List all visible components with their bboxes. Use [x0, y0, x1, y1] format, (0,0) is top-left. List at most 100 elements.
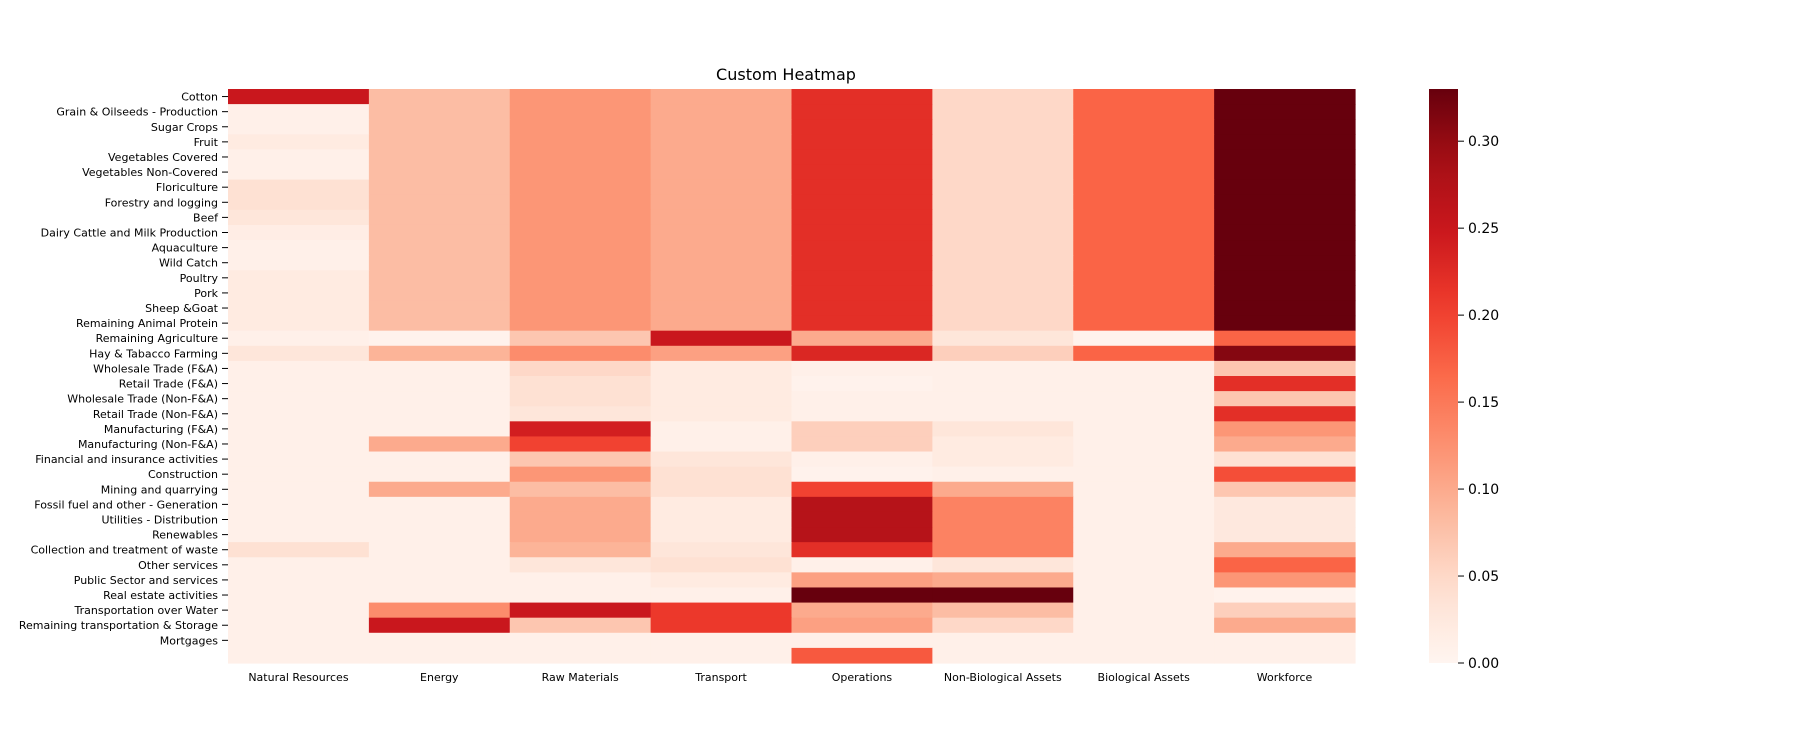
- heatmap-cell: [1214, 647, 1356, 664]
- heatmap-cell: [228, 466, 370, 483]
- heatmap-cell: [932, 542, 1074, 558]
- heatmap-cell: [1214, 224, 1356, 241]
- row-label: Construction: [148, 468, 218, 481]
- heatmap-cell: [791, 300, 933, 317]
- colorbar-tick-label: 0.20: [1468, 308, 1499, 324]
- row-label: Public Sector and services: [74, 574, 219, 587]
- heatmap-cell: [509, 587, 652, 604]
- heatmap-cell: [228, 255, 370, 271]
- heatmap-cell: [228, 300, 370, 317]
- heatmap-cell: [228, 632, 370, 649]
- heatmap-cell: [932, 391, 1074, 407]
- heatmap-cell: [1073, 209, 1215, 226]
- heatmap-cell: [650, 511, 793, 528]
- heatmap-cell: [1073, 360, 1215, 377]
- heatmap-cell: [932, 119, 1074, 135]
- heatmap-cell: [1214, 466, 1356, 483]
- row-label: Retail Trade (F&A): [119, 378, 218, 391]
- heatmap-cell: [368, 632, 511, 649]
- heatmap-cell: [368, 451, 511, 468]
- heatmap-cell: [791, 134, 933, 151]
- heatmap-cell: [932, 436, 1074, 453]
- heatmap-cell: [1073, 315, 1215, 332]
- heatmap-cell: [1073, 134, 1215, 151]
- heatmap-cell: [228, 134, 370, 151]
- heatmap-cell: [1214, 376, 1356, 392]
- heatmap-cell: [791, 481, 933, 498]
- heatmap-cell: [1214, 587, 1356, 604]
- heatmap-cell: [368, 617, 511, 634]
- heatmap-cell: [228, 149, 370, 166]
- row-label: Aquaculture: [152, 242, 219, 255]
- colorbar-tick-label: 0.15: [1468, 395, 1499, 411]
- heatmap-cell: [368, 421, 511, 438]
- heatmap-cell: [650, 194, 793, 211]
- row-label: Mining and quarrying: [101, 483, 218, 496]
- heatmap-cell: [1073, 345, 1215, 362]
- heatmap-cell: [1214, 406, 1356, 422]
- heatmap-cell: [932, 360, 1074, 377]
- heatmap-cell: [932, 602, 1074, 619]
- heatmap-cell: [1214, 451, 1356, 468]
- row-label: Forestry and logging: [105, 196, 218, 209]
- heatmap-cell: [509, 89, 652, 105]
- heatmap-cell: [791, 647, 933, 664]
- heatmap-cell: [650, 376, 793, 392]
- heatmap-cell: [228, 557, 370, 573]
- heatmap-cell: [509, 557, 652, 573]
- heatmap-cell: [228, 89, 370, 105]
- row-label: Wild Catch: [159, 257, 218, 270]
- heatmap-cell: [1073, 194, 1215, 211]
- heatmap-cell: [509, 179, 652, 196]
- column-label: Raw Materials: [542, 671, 619, 684]
- heatmap-cell: [368, 270, 511, 286]
- heatmap-cell: [932, 149, 1074, 166]
- heatmap-cell: [650, 270, 793, 286]
- heatmap-cell: [228, 436, 370, 453]
- heatmap-cell: [228, 330, 370, 347]
- heatmap-cell: [228, 481, 370, 498]
- heatmap-cell: [368, 315, 511, 332]
- row-label: Renewables: [152, 529, 218, 542]
- heatmap-cell: [650, 466, 793, 483]
- heatmap-cell: [1073, 149, 1215, 166]
- heatmap-cell: [1214, 89, 1356, 105]
- heatmap-cell: [650, 436, 793, 453]
- heatmap-cell: [650, 240, 793, 256]
- heatmap-cell: [228, 511, 370, 528]
- heatmap-cell: [228, 376, 370, 392]
- row-labels: Cotton Grain & Oilseeds - Production Sugar…: [19, 91, 228, 647]
- heatmap-cell: [509, 345, 652, 362]
- heatmap-cell: [650, 391, 793, 407]
- heatmap-cell: [791, 542, 933, 558]
- heatmap-cell: [932, 179, 1074, 196]
- column-label: Transport: [694, 671, 747, 684]
- heatmap-cell: [932, 315, 1074, 332]
- row-label: Sheep &Goat: [145, 302, 219, 315]
- heatmap-cell: [509, 194, 652, 211]
- heatmap-cell: [932, 466, 1074, 483]
- heatmap-cell: [650, 149, 793, 166]
- heatmap-cell: [791, 617, 933, 634]
- heatmap-cell: [650, 89, 793, 105]
- heatmap-cell: [228, 542, 370, 558]
- heatmap-cell: [650, 209, 793, 226]
- heatmap-cell: [509, 285, 652, 302]
- heatmap-cell: [509, 209, 652, 226]
- heatmap-cell: [791, 436, 933, 453]
- row-label: Utilities - Distribution: [101, 514, 218, 527]
- heatmap-cell: [509, 164, 652, 181]
- heatmap-cell: [1214, 602, 1356, 619]
- row-label: Dairy Cattle and Milk Production: [41, 227, 218, 240]
- heatmap-cell: [650, 255, 793, 271]
- heatmap-cell: [1214, 315, 1356, 332]
- heatmap-cell: [1073, 391, 1215, 407]
- heatmap-cell: [1073, 632, 1215, 649]
- heatmap-cell: [791, 89, 933, 105]
- heatmap-cell: [650, 285, 793, 302]
- heatmap-cell: [932, 587, 1074, 604]
- heatmap-cell: [228, 451, 370, 468]
- heatmap-cell: [228, 572, 370, 589]
- heatmap-cell: [650, 481, 793, 498]
